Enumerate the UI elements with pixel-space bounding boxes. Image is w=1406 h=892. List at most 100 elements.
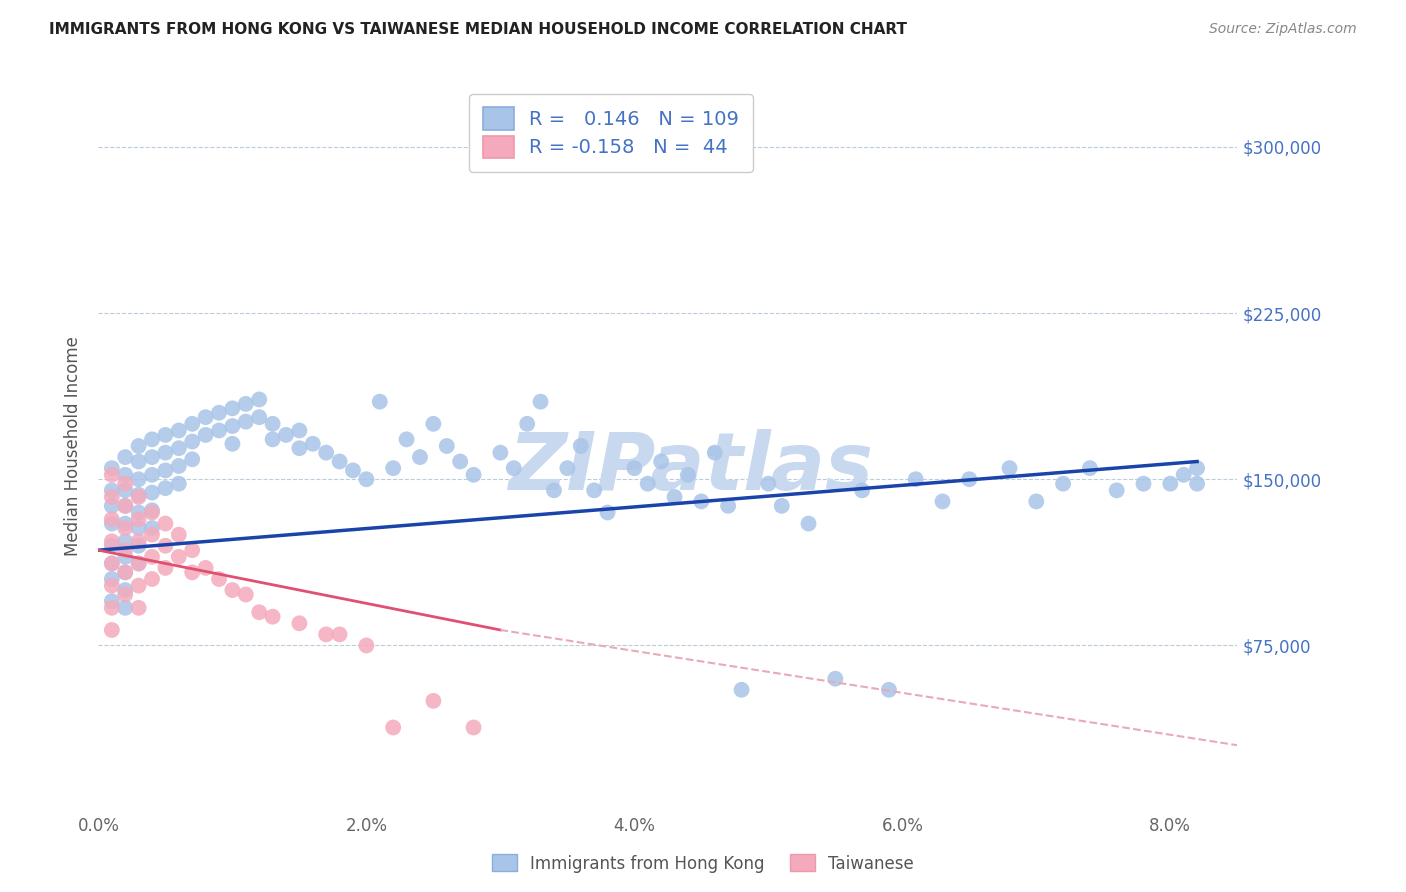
Point [128,490,150,504]
Point [114,499,136,513]
Point [262,609,284,624]
Point [101,600,124,615]
Point [141,503,163,517]
Point [208,406,231,420]
Point [101,572,124,586]
Point [1078,461,1101,475]
Point [101,623,124,637]
Point [101,579,124,593]
Point [730,682,752,697]
Point [167,527,190,541]
Point [717,499,740,513]
Point [114,450,136,464]
Point [101,534,124,549]
Point [557,461,579,475]
Point [288,441,311,455]
Point [114,467,136,482]
Point [114,534,136,549]
Point [101,483,124,498]
Point [101,557,124,571]
Point [128,579,150,593]
Point [623,461,645,475]
Point [315,627,337,641]
Point [128,539,150,553]
Point [221,401,243,416]
Point [516,417,538,431]
Point [797,516,820,531]
Text: ZIPatlas: ZIPatlas [508,429,873,507]
Point [904,472,927,486]
Point [235,587,257,601]
Point [342,463,364,477]
Point [101,539,124,553]
Point [436,439,458,453]
Point [167,441,190,455]
Text: Source: ZipAtlas.com: Source: ZipAtlas.com [1209,22,1357,37]
Point [208,572,231,586]
Point [141,433,163,447]
Point [128,600,150,615]
Point [502,461,524,475]
Point [101,512,124,526]
Point [101,467,124,482]
Point [155,445,177,459]
Point [128,454,150,468]
Point [235,397,257,411]
Point [1105,483,1128,498]
Point [141,485,163,500]
Point [167,476,190,491]
Point [128,521,150,535]
Point [288,424,311,438]
Point [1025,494,1047,508]
Point [1185,476,1208,491]
Point [650,454,672,468]
Point [181,434,204,449]
Point [155,561,177,575]
Point [221,419,243,434]
Point [128,506,150,520]
Point [463,467,485,482]
Point [676,467,699,482]
Point [262,433,284,447]
Point [770,499,793,513]
Point [329,454,352,468]
Point [114,476,136,491]
Point [208,424,231,438]
Point [114,583,136,598]
Point [128,488,150,502]
Point [664,490,686,504]
Point [221,583,243,598]
Point [181,566,204,580]
Point [569,439,592,453]
Point [101,490,124,504]
Point [181,417,204,431]
Point [247,392,270,407]
Legend: Immigrants from Hong Kong, Taiwanese: Immigrants from Hong Kong, Taiwanese [485,847,921,880]
Point [128,439,150,453]
Point [141,527,163,541]
Point [101,516,124,531]
Point [101,461,124,475]
Point [141,549,163,564]
Point [1132,476,1154,491]
Point [194,410,217,425]
Point [141,467,163,482]
Point [101,499,124,513]
Point [449,454,471,468]
Point [141,506,163,520]
Point [329,627,352,641]
Point [128,472,150,486]
Point [489,445,512,459]
Point [114,521,136,535]
Point [235,415,257,429]
Point [543,483,565,498]
Point [529,394,551,409]
Point [409,450,432,464]
Point [128,557,150,571]
Point [247,605,270,619]
Point [128,512,150,526]
Point [288,616,311,631]
Point [703,445,725,459]
Point [957,472,980,486]
Point [167,458,190,473]
